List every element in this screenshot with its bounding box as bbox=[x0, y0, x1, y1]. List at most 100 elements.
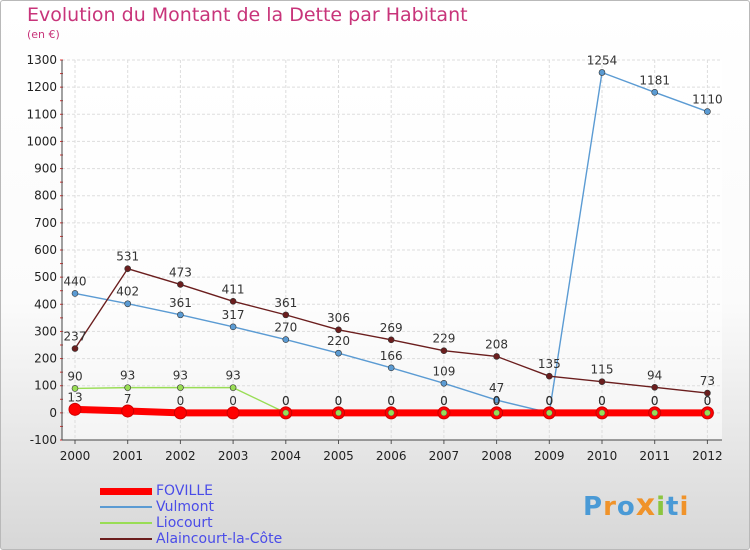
data-label: 73 bbox=[700, 374, 715, 388]
data-label: 0 bbox=[335, 394, 343, 408]
y-tick-label: 400 bbox=[34, 297, 57, 311]
data-point bbox=[545, 372, 553, 380]
data-point bbox=[440, 379, 448, 387]
data-point bbox=[598, 409, 606, 417]
data-point bbox=[387, 409, 395, 417]
data-point bbox=[493, 353, 500, 360]
data-label: 317 bbox=[222, 308, 245, 322]
data-label: 0 bbox=[177, 394, 185, 408]
x-tick-label: 2003 bbox=[218, 449, 249, 463]
data-point bbox=[387, 336, 395, 344]
data-point bbox=[493, 396, 500, 404]
y-tick-label: 500 bbox=[34, 270, 57, 284]
data-point bbox=[387, 364, 395, 372]
data-label: 0 bbox=[704, 394, 712, 408]
data-label: 270 bbox=[274, 321, 297, 335]
legend-swatch-vulmont bbox=[100, 506, 152, 508]
data-label: 0 bbox=[493, 394, 501, 408]
x-tick-label: 2001 bbox=[112, 449, 143, 463]
data-label: 7 bbox=[124, 392, 132, 406]
data-label: 0 bbox=[440, 394, 448, 408]
data-label: 0 bbox=[545, 394, 553, 408]
data-point bbox=[229, 297, 237, 305]
x-tick-label: 2010 bbox=[587, 449, 618, 463]
data-point bbox=[71, 385, 79, 392]
data-label: 93 bbox=[225, 369, 240, 383]
y-tick-label: 700 bbox=[34, 216, 57, 230]
data-point bbox=[704, 389, 711, 397]
chart-subtitle: (en €) bbox=[27, 28, 60, 41]
data-label: 166 bbox=[380, 349, 403, 363]
data-label: 229 bbox=[432, 332, 455, 346]
logo-letter: P bbox=[583, 492, 604, 522]
data-point bbox=[598, 69, 606, 76]
data-point bbox=[177, 281, 184, 288]
series-lines bbox=[68, 69, 714, 420]
data-point bbox=[71, 290, 79, 297]
data-label: 0 bbox=[598, 394, 606, 408]
data-point bbox=[124, 384, 131, 391]
y-tick-label: 900 bbox=[34, 162, 57, 176]
data-point bbox=[229, 384, 237, 391]
data-label: 47 bbox=[489, 381, 504, 395]
data-label: 361 bbox=[169, 296, 192, 310]
x-tick-label: 2000 bbox=[60, 449, 91, 463]
data-label: 93 bbox=[173, 369, 188, 383]
data-point bbox=[440, 409, 448, 417]
y-tick-label: -100 bbox=[30, 433, 57, 447]
grid-lines bbox=[62, 59, 722, 441]
logo-letter: r bbox=[603, 492, 617, 522]
data-label: 0 bbox=[335, 394, 343, 408]
data-label: 109 bbox=[432, 364, 455, 378]
x-tick-label: 2009 bbox=[534, 449, 565, 463]
y-tick-label: 100 bbox=[34, 379, 57, 393]
data-label: 440 bbox=[64, 274, 87, 288]
data-label: 1181 bbox=[639, 73, 670, 87]
data-label: 361 bbox=[274, 296, 297, 310]
data-point bbox=[651, 409, 658, 417]
data-point bbox=[124, 300, 131, 308]
y-tick-label: 1200 bbox=[26, 80, 57, 94]
data-label: 531 bbox=[116, 250, 139, 264]
data-point bbox=[598, 378, 606, 385]
data-point bbox=[493, 409, 500, 417]
x-tick-label: 2004 bbox=[271, 449, 302, 463]
data-point bbox=[226, 406, 240, 420]
legend-swatch-foville bbox=[100, 488, 152, 495]
data-label: 0 bbox=[229, 394, 237, 408]
x-tick-label: 2012 bbox=[692, 449, 723, 463]
axes: -100010020030040050060070080090010001100… bbox=[26, 53, 722, 463]
data-label: 1254 bbox=[587, 53, 618, 67]
legend-swatch-liocourt bbox=[100, 522, 152, 524]
x-tick-label: 2007 bbox=[429, 449, 460, 463]
legend-label-alaincourt: Alaincourt-la-Côte bbox=[156, 531, 283, 547]
logo-letter: x bbox=[635, 488, 657, 523]
data-label: 0 bbox=[387, 394, 395, 408]
data-label: 135 bbox=[538, 357, 561, 371]
data-label: 220 bbox=[327, 334, 350, 348]
data-label: 0 bbox=[282, 394, 290, 408]
data-point bbox=[282, 409, 290, 417]
y-tick-label: 200 bbox=[34, 352, 57, 366]
x-tick-label: 2008 bbox=[481, 449, 512, 463]
data-label: 0 bbox=[493, 394, 501, 408]
data-label: 0 bbox=[598, 394, 606, 408]
chart-title: Evolution du Montant de la Dette par Hab… bbox=[27, 4, 468, 26]
data-label: 237 bbox=[64, 330, 87, 344]
x-tick-label: 2005 bbox=[323, 449, 354, 463]
x-tick-label: 2011 bbox=[639, 449, 670, 463]
data-point bbox=[335, 326, 342, 334]
data-point bbox=[121, 404, 135, 418]
legend-label-vulmont: Vulmont bbox=[156, 499, 214, 515]
data-label: 90 bbox=[67, 369, 82, 383]
data-point bbox=[177, 384, 184, 391]
data-point bbox=[335, 349, 342, 357]
data-label: 0 bbox=[545, 394, 553, 408]
data-point bbox=[68, 402, 82, 416]
x-tick-label: 2006 bbox=[376, 449, 407, 463]
data-point bbox=[124, 265, 131, 273]
data-label: 306 bbox=[327, 311, 350, 325]
data-label: 208 bbox=[485, 337, 508, 351]
data-label: 0 bbox=[651, 394, 659, 408]
